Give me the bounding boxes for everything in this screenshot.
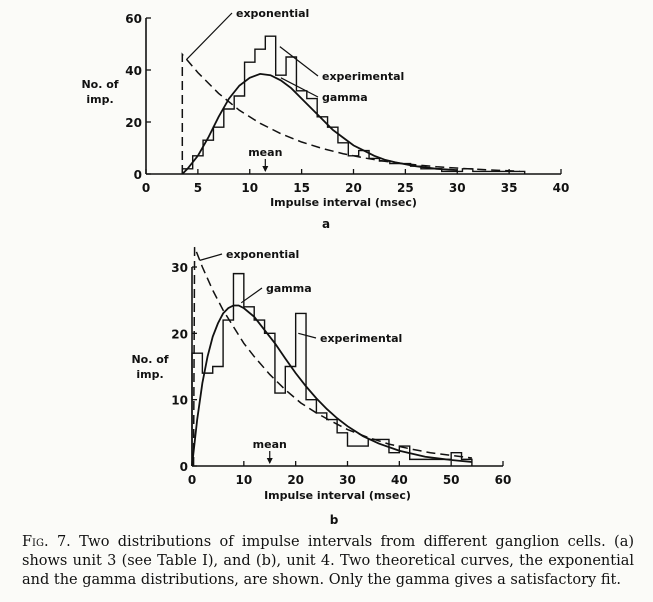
figure-caption: Fig. 7. Two distributions of impulse int… [22, 533, 634, 590]
series-experimental-leader [279, 46, 319, 77]
x-tick-label: 40 [553, 181, 570, 195]
series-exponential-leader [186, 12, 233, 61]
series-gamma-curve [181, 72, 458, 175]
y-tick-label: 40 [125, 64, 142, 78]
series-gamma-label: gamma [322, 91, 368, 104]
y-tick-label: 20 [171, 327, 188, 341]
y-tick-label: 0 [134, 168, 142, 182]
x-tick-label: 30 [339, 473, 356, 487]
series-experimental-histogram [181, 35, 526, 174]
series-exponential-curve [192, 246, 472, 467]
y-axis-label: No. of imp. [131, 353, 168, 381]
series-gamma-leader [240, 287, 263, 304]
series-exponential-leader [199, 253, 223, 261]
series-gamma-curve [191, 304, 472, 467]
series-gamma-label: gamma [266, 282, 312, 295]
x-tick-label: 60 [495, 473, 512, 487]
y-tick-label: 30 [171, 261, 188, 275]
mean-label: mean [253, 438, 287, 451]
panel-label: b [330, 513, 339, 527]
caption-text: Two distributions of impulse intervals f… [22, 534, 634, 588]
x-tick-label: 10 [241, 181, 258, 195]
mean-arrow-icon [262, 166, 269, 172]
y-tick-label: 10 [171, 394, 188, 408]
x-tick-label: 10 [235, 473, 252, 487]
y-tick-label: 60 [125, 12, 142, 26]
x-tick-label: 15 [293, 181, 310, 195]
mean-arrow-icon [266, 458, 273, 464]
chart-panel-a: 0 5 10 15 20 25 30 35 40 0 20 40 60 Impulse interval … [81, 7, 569, 231]
panel-label: a [322, 217, 330, 231]
x-tick-label: 35 [501, 181, 518, 195]
x-tick-label: 25 [397, 181, 414, 195]
series-gamma-leader [280, 77, 319, 98]
x-tick-label: 20 [345, 181, 362, 195]
caption-fig-label: Fig. 7. [22, 534, 71, 550]
x-axis-label: Impulse interval (msec) [264, 489, 411, 502]
x-axis-label: Impulse interval (msec) [270, 196, 417, 209]
x-tick-label: 40 [391, 473, 408, 487]
x-tick-label: 0 [188, 473, 196, 487]
series-experimental-histogram [191, 272, 473, 466]
series-experimental-label: experimental [320, 332, 402, 345]
chart-panel-b: 0 10 20 30 40 50 60 0 10 20 30 Impulse interval (ms… [131, 246, 512, 527]
mean-label: mean [248, 146, 282, 159]
series-experimental-leader [298, 332, 317, 339]
x-tick-label: 0 [142, 181, 150, 195]
x-tick-label: 20 [287, 473, 304, 487]
x-tick-label: 30 [449, 181, 466, 195]
series-exponential-label: exponential [226, 248, 299, 261]
y-tick-label: 20 [125, 116, 142, 130]
series-exponential-label: exponential [236, 7, 309, 20]
x-tick-label: 5 [194, 181, 202, 195]
x-tick-label: 50 [443, 473, 460, 487]
series-experimental-label: experimental [322, 70, 404, 83]
y-axis-label: No. of imp. [81, 78, 118, 106]
y-tick-label: 0 [180, 460, 188, 474]
